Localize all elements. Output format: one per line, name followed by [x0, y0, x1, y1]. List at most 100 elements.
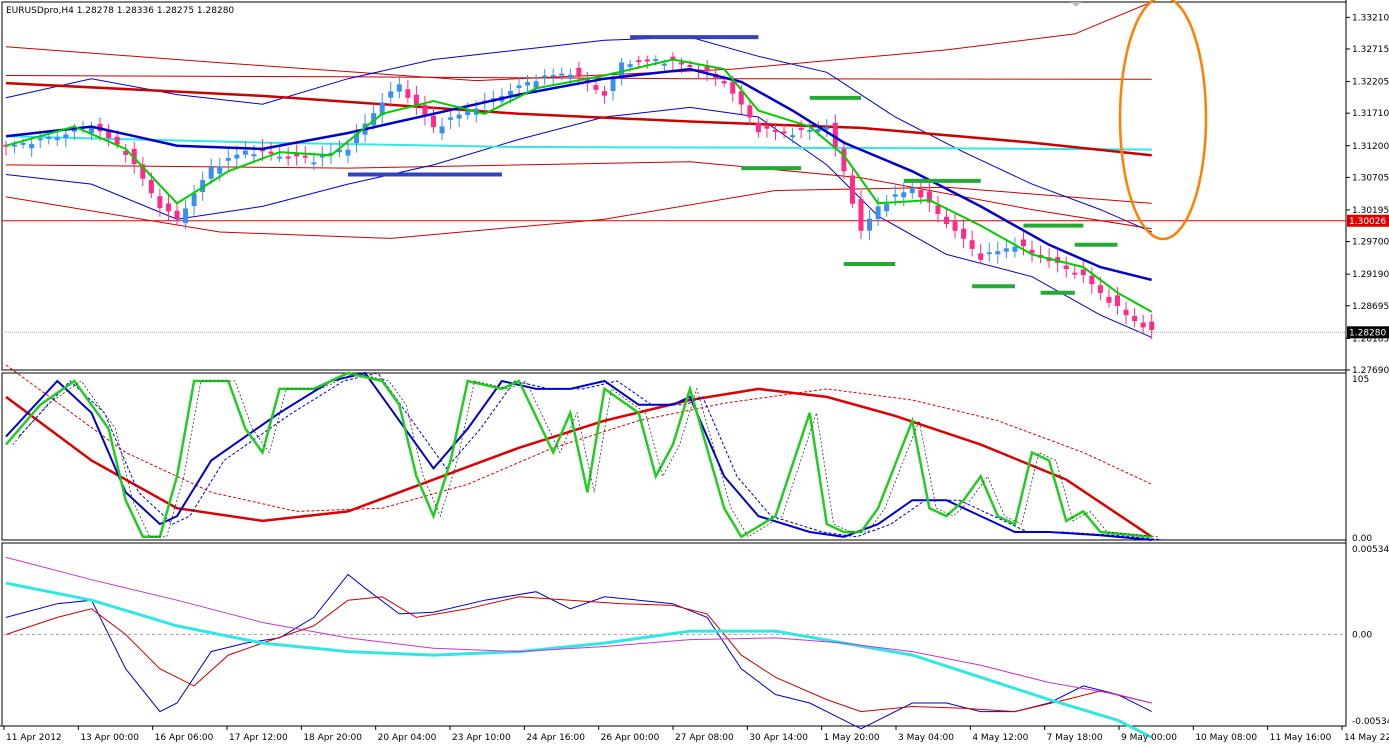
- candle-body: [507, 90, 513, 96]
- candle: [841, 140, 847, 180]
- candle-body: [285, 156, 291, 159]
- candle-body: [815, 129, 821, 132]
- candle: [379, 93, 385, 124]
- candle: [1106, 288, 1112, 308]
- red-moving-average-line: [5, 81, 1152, 157]
- bollinger-lower-line: [5, 106, 1152, 338]
- time-tick-label: 11 May 16:00: [1270, 733, 1332, 743]
- stochastic-fast-signal-line: [12, 372, 1159, 538]
- candle: [174, 202, 180, 225]
- candle-body: [29, 144, 35, 149]
- candle-body: [807, 129, 813, 132]
- candle: [550, 68, 556, 86]
- candle: [849, 166, 855, 208]
- price-tick-label: 1.31200: [1352, 142, 1389, 152]
- candle: [559, 67, 565, 81]
- candle-body: [413, 94, 419, 106]
- candle: [140, 157, 146, 187]
- candle-body: [944, 216, 949, 224]
- candle: [1029, 240, 1035, 263]
- candle: [448, 108, 454, 130]
- candle-body: [302, 155, 308, 158]
- candle: [755, 116, 761, 138]
- candle-body: [747, 105, 753, 118]
- candle-body: [12, 144, 18, 147]
- candle: [208, 158, 214, 184]
- candle-body: [952, 221, 958, 231]
- candle-body: [1123, 309, 1129, 316]
- candle-body: [730, 81, 736, 94]
- candle-body: [542, 75, 548, 78]
- candle-body: [884, 204, 890, 212]
- price-tick-label: 1.27690: [1352, 366, 1389, 376]
- green-middle-band-line: [5, 58, 1153, 313]
- candle-body: [1063, 265, 1069, 270]
- candle: [191, 185, 197, 216]
- candle-body: [550, 75, 556, 78]
- candle-body: [131, 148, 137, 165]
- candle: [593, 79, 599, 95]
- candle-body: [610, 76, 616, 92]
- candle-body: [422, 104, 428, 117]
- candle: [1080, 260, 1086, 284]
- time-tick-label: 27 Apr 08:00: [675, 733, 734, 743]
- candle: [1123, 301, 1129, 325]
- candle-body: [106, 130, 112, 139]
- candle: [781, 124, 787, 139]
- candle-body: [593, 85, 599, 90]
- candle-body: [294, 153, 300, 157]
- price-tick-label: 1.28185: [1352, 334, 1389, 344]
- candle: [277, 147, 283, 162]
- macd-tick-label: 0.00534: [1352, 545, 1389, 555]
- candle: [405, 80, 411, 104]
- candle-body: [157, 196, 163, 209]
- candle-body: [165, 203, 171, 212]
- candle: [978, 243, 984, 265]
- stochastic-trend-line: [5, 387, 1153, 538]
- candle-body: [969, 240, 975, 249]
- candle: [456, 106, 462, 128]
- candle-body: [841, 149, 847, 172]
- candle-body: [832, 122, 838, 148]
- candle: [773, 122, 778, 141]
- candle-body: [20, 142, 26, 145]
- candle-body: [1132, 315, 1138, 322]
- candle-body: [217, 166, 223, 174]
- time-tick-label: 7 May 18:00: [1047, 733, 1103, 743]
- candle: [268, 142, 274, 161]
- candle: [29, 139, 35, 157]
- candle: [1140, 314, 1146, 334]
- candle: [106, 124, 112, 147]
- candle-body: [71, 129, 77, 132]
- candle: [747, 98, 753, 125]
- candle-body: [798, 127, 804, 130]
- candle-body: [140, 164, 146, 179]
- candle-body: [174, 210, 180, 219]
- candle: [413, 85, 419, 115]
- candle-body: [114, 136, 120, 145]
- stochastic-tick-label: 0.00: [1352, 534, 1372, 544]
- macd-main-line: [5, 573, 1152, 730]
- candle-body: [576, 67, 582, 76]
- candle: [986, 242, 992, 262]
- candle-body: [89, 127, 94, 134]
- candle-body: [1012, 246, 1018, 252]
- scroll-marker-icon: [1071, 2, 1081, 7]
- candle: [952, 211, 958, 239]
- candle-body: [961, 228, 967, 239]
- candle: [354, 124, 360, 153]
- price-tick-label: 1.33210: [1352, 13, 1389, 23]
- candle: [225, 149, 231, 171]
- candle: [832, 114, 838, 157]
- macd-tick-label: -0.00534: [1352, 717, 1389, 727]
- candle: [285, 147, 291, 166]
- candle: [89, 121, 94, 140]
- candle-body: [1097, 285, 1103, 293]
- candle-body: [379, 102, 385, 116]
- candle: [602, 86, 607, 104]
- price-tick-label: 1.29190: [1352, 270, 1389, 280]
- candle: [1149, 314, 1155, 340]
- candle-body: [200, 180, 206, 192]
